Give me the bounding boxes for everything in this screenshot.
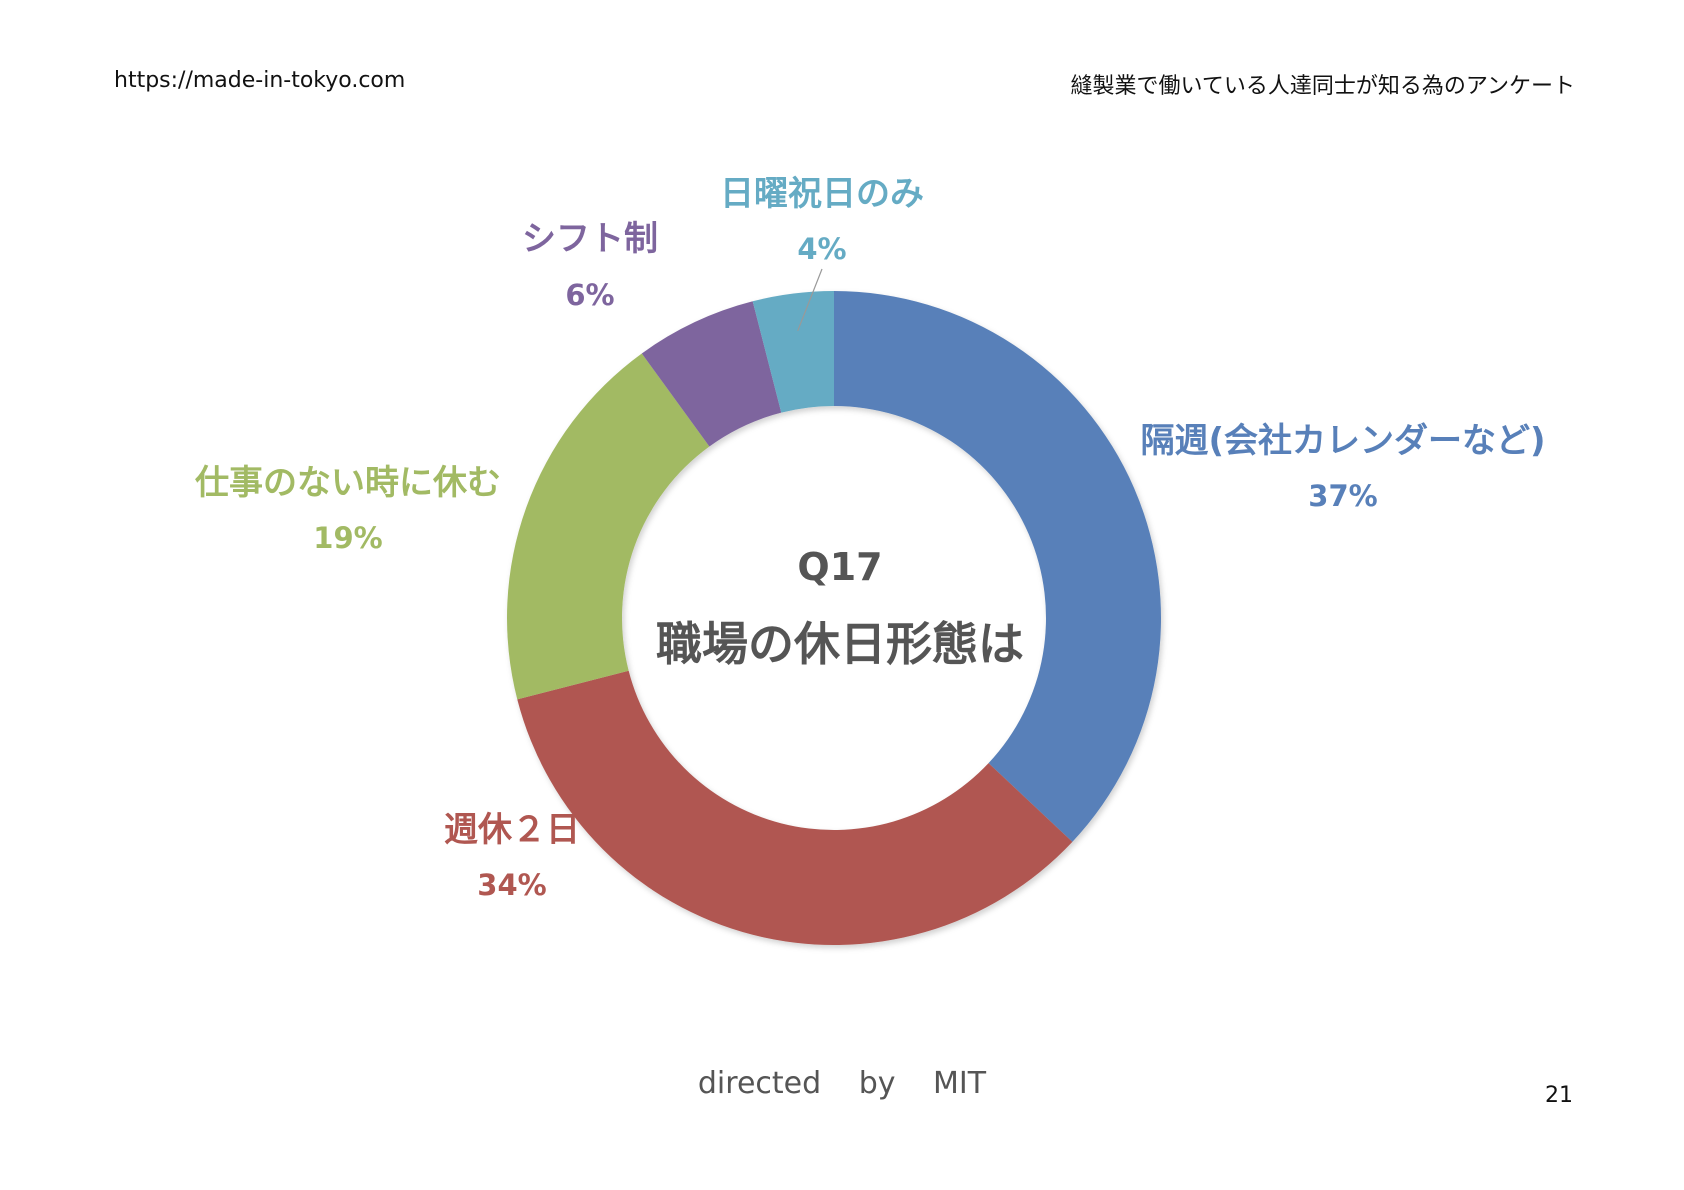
slice-label-3: 仕事のない時に休む bbox=[195, 463, 501, 503]
slice-label-2: 週休２日 bbox=[444, 810, 580, 850]
slice-value-3: 19% bbox=[313, 521, 382, 555]
slice-2 bbox=[517, 670, 1073, 945]
slice-value-5: 4% bbox=[797, 232, 846, 266]
slice-3 bbox=[507, 353, 710, 700]
slice-label-4: シフト制 bbox=[522, 219, 658, 259]
slice-5 bbox=[752, 291, 834, 413]
leader-line bbox=[797, 268, 823, 332]
chart-title: Q17 bbox=[797, 545, 882, 589]
slice-1 bbox=[834, 291, 1162, 842]
slice-value-2: 34% bbox=[477, 868, 546, 902]
footer-credit: directed by MIT bbox=[697, 1066, 987, 1101]
slice-label-5: 日曜祝日のみ bbox=[720, 174, 924, 214]
page-number: 21 bbox=[1545, 1083, 1573, 1108]
slice-value-4: 6% bbox=[565, 278, 614, 312]
chart-subtitle: 職場の休日形態は bbox=[656, 617, 1024, 671]
slice-value-1: 37% bbox=[1308, 479, 1377, 513]
header-survey-title: 縫製業で働いている人達同士が知る為のアンケート bbox=[1070, 74, 1575, 99]
slice-4 bbox=[641, 301, 782, 447]
header-url: https://made-in-tokyo.com bbox=[114, 68, 406, 93]
slice-label-1: 隔週(会社カレンダーなど) bbox=[1140, 421, 1545, 461]
